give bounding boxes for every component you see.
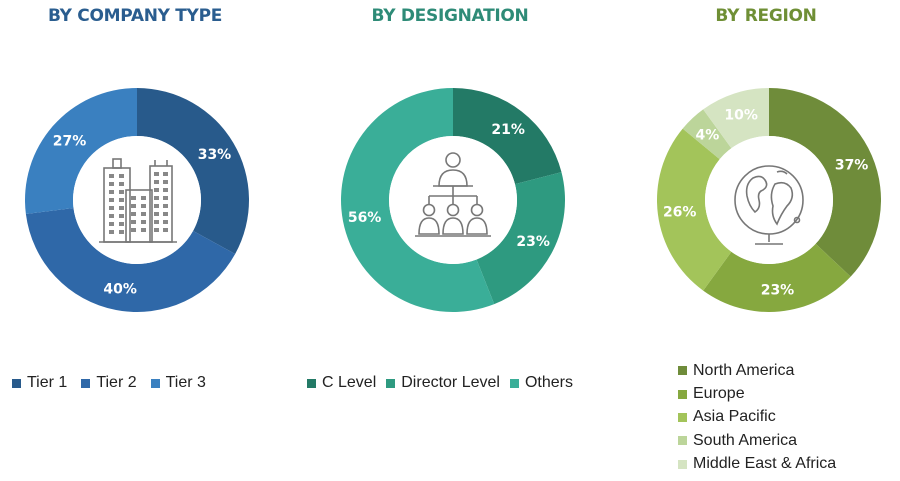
donut-chart-designation: 21% 23% 56%: [341, 88, 565, 312]
legend-company-type: Tier 1 Tier 2 Tier 3: [12, 374, 206, 392]
slice-value-label: 40%: [103, 281, 137, 297]
donut-slice: [137, 88, 249, 254]
slice-value-label: 4%: [696, 127, 720, 143]
donut-hole: [73, 136, 201, 264]
legend-swatch: [678, 366, 687, 376]
donut-slice: [682, 109, 732, 160]
legend-swatch: [678, 389, 687, 399]
legend-item: Tier 3: [150, 374, 206, 392]
donut-slice: [657, 128, 732, 291]
donut-slice: [703, 88, 769, 149]
slice-value-label: 33%: [198, 147, 232, 163]
org-chart-icon: [415, 152, 491, 237]
legend-swatch: [678, 459, 687, 469]
legend-item: Others: [509, 374, 573, 392]
chart-title-region: BY REGION: [715, 6, 817, 26]
slice-value-label: 27%: [53, 133, 87, 149]
globe-icon: [734, 165, 804, 245]
legend-item: Middle East & Africa: [678, 453, 836, 476]
legend-item: Director Level: [386, 374, 500, 392]
legend-label: Tier 1: [27, 374, 68, 391]
legend-swatch: [386, 378, 396, 388]
legend-item: C Level: [307, 374, 376, 392]
legend-region: North America Europe Asia Pacific South …: [678, 359, 836, 476]
slice-value-label: 23%: [516, 234, 550, 250]
slice-value-label: 21%: [491, 122, 525, 138]
legend-label: Director Level: [401, 374, 500, 391]
legend-item: Tier 2: [81, 374, 137, 392]
legend-item: Asia Pacific: [678, 406, 836, 429]
slice-value-label: 37%: [835, 157, 869, 173]
legend-label: North America: [693, 361, 795, 379]
legend-label: Europe: [693, 385, 745, 403]
donut-hole: [705, 136, 833, 264]
legend-label: Tier 2: [96, 374, 137, 391]
donut-slice: [769, 88, 881, 277]
legend-designation: C Level Director Level Others: [307, 374, 573, 392]
legend-label: Others: [524, 374, 573, 391]
legend-item: North America: [678, 359, 836, 382]
legend-label: Middle East & Africa: [693, 455, 837, 473]
donut-chart-company-type: 33% 40% 27%: [25, 88, 249, 312]
legend-item: South America: [678, 429, 836, 452]
legend-swatch: [12, 378, 21, 388]
slice-value-label: 23%: [761, 283, 795, 299]
legend-label: Asia Pacific: [693, 408, 776, 426]
buildings-icon: [99, 158, 177, 243]
legend-swatch: [81, 378, 91, 388]
donut-chart-region: 37% 23% 26% 4%10%: [657, 88, 881, 312]
legend-swatch: [307, 378, 316, 388]
legend-label: South America: [693, 431, 798, 449]
donut-slice: [453, 88, 562, 185]
legend-label: Tier 3: [165, 374, 206, 391]
slice-value-label: 56%: [348, 210, 382, 226]
legend-swatch: [509, 378, 519, 388]
donut-slice: [341, 88, 495, 312]
slice-value-label: 26%: [663, 204, 697, 220]
donut-slice: [703, 243, 851, 312]
legend-label: C Level: [322, 374, 377, 391]
donut-slice: [25, 88, 137, 215]
legend-swatch: [150, 378, 160, 388]
donut-slice: [25, 208, 236, 312]
chart-title-company-type: BY COMPANY TYPE: [47, 6, 223, 26]
legend-swatch: [678, 412, 687, 422]
donut-slice: [476, 172, 565, 305]
chart-title-designation: BY DESIGNATION: [371, 6, 529, 26]
legend-item: Europe: [678, 382, 836, 405]
legend-item: Tier 1: [12, 374, 67, 392]
slice-value-label: 10%: [724, 107, 758, 123]
legend-swatch: [678, 436, 687, 446]
